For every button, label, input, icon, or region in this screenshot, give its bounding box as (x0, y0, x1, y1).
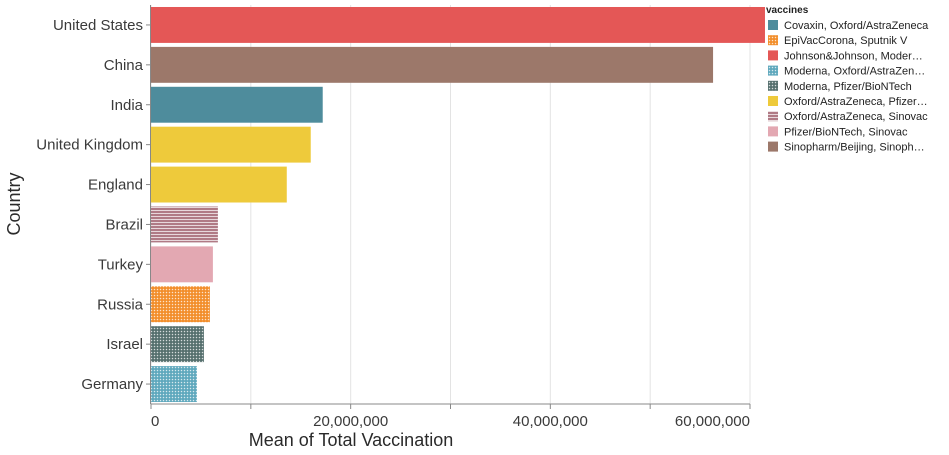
x-tick-label: 40,000,000 (513, 413, 588, 430)
bar-russia (151, 286, 210, 323)
bars (151, 6, 765, 403)
legend-label: Moderna, Pfizer/BioNTech (784, 81, 912, 93)
legend-label: EpiVacCorona, Sputnik V (784, 35, 908, 47)
y-axis-title: Country (4, 172, 24, 235)
legend-label: Johnson&Johnson, Moder… (784, 50, 923, 62)
y-tick-label: Russia (97, 296, 144, 313)
y-tick-label: China (104, 57, 144, 74)
bar-england (151, 166, 287, 203)
x-axis-title: Mean of Total Vaccination (249, 430, 453, 450)
bar-united-states (151, 6, 765, 43)
legend-swatch (768, 141, 778, 152)
legend-swatch (768, 96, 778, 106)
bar-israel (151, 326, 204, 363)
bar-united-kingdom (151, 126, 311, 163)
legend-swatch (768, 80, 778, 91)
bar-turkey (151, 246, 213, 283)
legend-label: Covaxin, Oxford/AstraZeneca (784, 20, 929, 32)
bar-brazil (151, 206, 218, 243)
y-tick-label: England (88, 177, 143, 194)
y-tick-label: India (110, 97, 143, 114)
y-tick-label: Israel (106, 336, 143, 353)
legend-label: Moderna, Oxford/AstraZen… (784, 66, 925, 78)
legend-swatch (768, 50, 778, 61)
legend-swatch (768, 35, 778, 46)
y-tick-label: Brazil (105, 216, 143, 233)
legend-label: Sinopharm/Beijing, Sinoph… (784, 142, 925, 154)
x-tick-label: 20,000,000 (313, 413, 388, 430)
legend-label: Pfizer/BioNTech, Sinovac (784, 126, 908, 138)
legend-swatch (768, 20, 778, 30)
legend-label: Oxford/AstraZeneca, Sinovac (784, 111, 928, 123)
x-tick-label: 0 (151, 413, 159, 430)
bar-china (151, 46, 714, 83)
bar-india (151, 86, 323, 123)
legend: vaccines Covaxin, Oxford/AstraZeneca EpiVa… (766, 5, 929, 154)
legend-swatch (768, 111, 778, 122)
legend-swatch (768, 126, 778, 137)
legend-swatch (768, 65, 778, 76)
y-tick-label: Germany (81, 376, 143, 393)
y-tick-label: United Kingdom (36, 137, 143, 154)
y-tick-label: Turkey (98, 256, 144, 273)
legend-title: vaccines (766, 5, 809, 16)
x-tick-label: 60,000,000 (675, 413, 750, 430)
bar-germany (151, 366, 197, 403)
axes: 0 20,000,000 40,000,000 60,000,000 United St… (36, 5, 751, 430)
legend-label: Oxford/AstraZeneca, Pfizer… (784, 96, 928, 108)
y-tick-label: United States (53, 17, 143, 34)
